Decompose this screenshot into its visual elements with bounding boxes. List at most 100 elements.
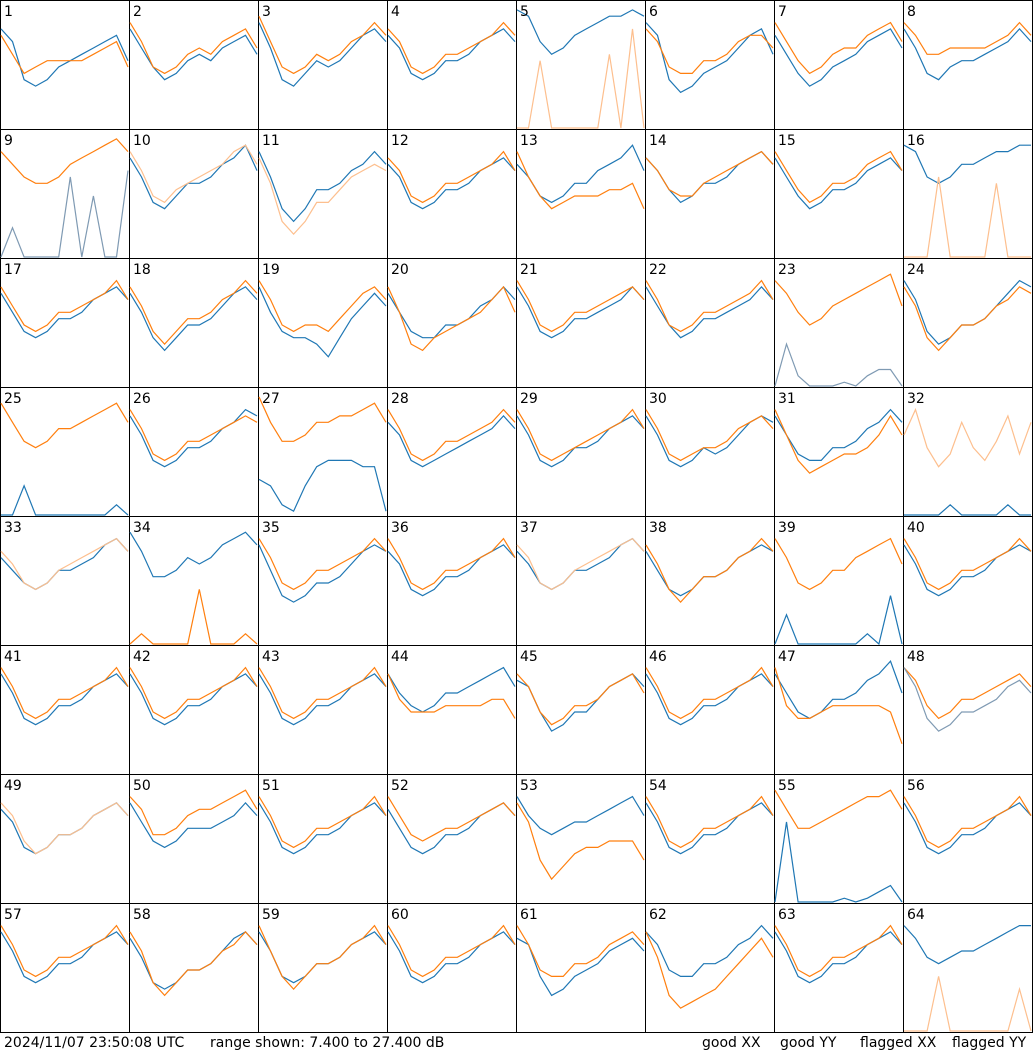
trace [903,544,1032,597]
trace [774,537,903,591]
trace [774,157,903,210]
panel-frame [516,129,646,259]
trace [516,673,645,726]
trace [774,595,903,646]
panel-number: 62 [649,907,667,923]
trace [774,273,903,326]
panel-frame [774,0,904,130]
panel-frame [0,774,130,904]
panel-number: 64 [907,907,925,923]
trace [129,789,258,836]
trace [774,660,903,720]
trace [387,666,516,713]
trace [774,342,903,387]
trace [387,931,516,984]
trace [387,157,516,210]
panel-number: 37 [520,520,538,536]
panel-frame [258,903,388,1033]
panel-number: 63 [778,907,796,923]
trace [0,537,129,591]
panel-number: 57 [4,907,22,923]
trace [516,925,645,978]
trace [645,28,774,75]
trace [774,150,903,204]
panel-frame [258,258,388,388]
panel-number: 14 [649,133,667,149]
trace [516,9,645,56]
trace [903,28,1032,81]
panel-frame [0,903,130,1033]
panel-frame [645,903,775,1033]
panel-number: 43 [262,649,280,665]
trace [516,795,645,836]
panel-frame [645,387,775,517]
panel-number: 26 [133,391,151,407]
trace [258,544,387,603]
trace [645,666,774,720]
trace [387,924,516,978]
trace [516,802,645,881]
trace [0,138,129,184]
panel-number: 6 [649,4,658,20]
trace [645,924,774,978]
panel-frame [774,516,904,646]
trace [387,537,516,591]
trace [258,157,387,235]
panel-number: 52 [391,778,409,794]
panel-frame [516,774,646,904]
panel-number: 32 [907,391,925,407]
trace [774,408,903,461]
panel-number: 20 [391,262,409,278]
panel-frame [258,0,388,130]
trace [645,802,774,855]
panel-number: 40 [907,520,925,536]
trace [903,667,1032,732]
panel-frame [387,129,517,259]
trace [258,396,387,442]
panel-number: 50 [133,778,151,794]
trace [774,409,903,474]
trace [516,537,645,591]
panel-number: 1 [4,4,13,20]
trace [903,286,1032,352]
panel-number: 25 [4,391,22,407]
panel-frame [903,258,1033,388]
panel-number: 42 [133,649,151,665]
legend-entry: flagged YY [952,1035,1027,1051]
trace [258,15,387,75]
panel-frame [258,129,388,259]
panel-frame [645,645,775,775]
trace [0,279,129,333]
trace [774,924,903,978]
trace [129,286,258,352]
trace [645,150,774,197]
trace [258,924,387,990]
trace [387,285,516,352]
trace [258,22,387,87]
trace [387,28,516,81]
trace [903,802,1032,855]
panel-frame [129,0,259,130]
panel-frame [774,903,904,1033]
panel-number: 58 [133,907,151,923]
panel-frame [516,258,646,388]
panel-number: 41 [4,649,22,665]
trace [516,408,645,462]
panel-frame [129,516,259,646]
panel-number: 7 [778,4,787,20]
trace [129,22,258,75]
trace [774,931,903,984]
panel-number: 60 [391,907,409,923]
trace [903,21,1032,55]
trace [1,484,129,516]
trace [0,170,129,258]
trace [904,976,1032,1032]
panel-frame [903,516,1033,646]
trace [516,280,645,333]
panel-number: 13 [520,133,538,149]
panel-number: 53 [520,778,538,794]
trace [0,28,129,87]
trace [0,924,129,978]
panel-number: 21 [520,262,538,278]
trace [645,931,774,1009]
